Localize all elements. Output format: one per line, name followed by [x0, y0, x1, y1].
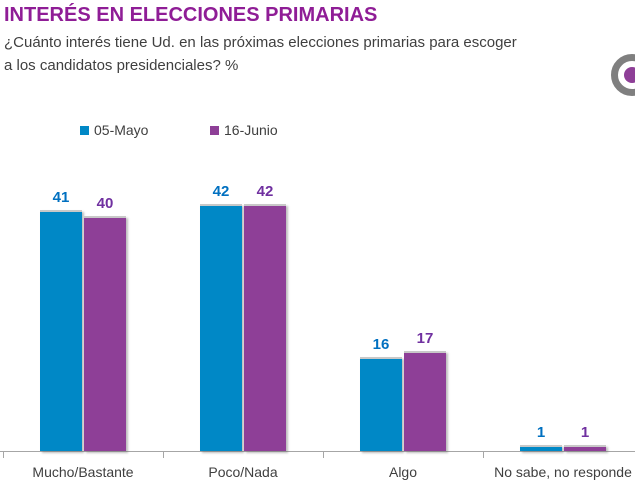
bar-value-label: 41	[52, 189, 70, 206]
bar-05-Mayo-Algo	[360, 357, 402, 451]
legend-label: 05-Mayo	[94, 122, 149, 138]
axis-tick	[3, 451, 4, 458]
bar-value-label: 40	[96, 195, 114, 212]
bar-value-label: 42	[256, 183, 274, 200]
logo-dot-icon	[624, 67, 635, 83]
bar-chart-plot-area: Mucho/Bastante 41 40 Poco/Nada 42 42 Algo 16 17 N…	[0, 180, 635, 480]
bar-value-label: 17	[416, 330, 434, 347]
legend-item-05-mayo: 05-Mayo	[80, 122, 148, 138]
category-label: No sabe, no responde	[494, 464, 632, 480]
bar-16-Junio-Poco/Nada	[244, 204, 286, 451]
axis-tick	[483, 451, 484, 458]
legend-label: 16-Junio	[224, 122, 278, 138]
category-label: Algo	[388, 464, 418, 480]
bar-value-label: 1	[536, 424, 546, 441]
bar-16-Junio-Mucho/Bastante	[84, 216, 126, 451]
chart-subtitle: ¿Cuánto interés tiene Ud. en las próxima…	[4, 31, 517, 77]
bar-05-Mayo-Poco/Nada	[200, 204, 242, 451]
subtitle-line-1: ¿Cuánto interés tiene Ud. en las próxima…	[4, 34, 517, 51]
bar-value-label: 42	[212, 183, 230, 200]
bar-05-Mayo-No sabe, no responde	[520, 445, 562, 451]
subtitle-line-2: a los candidatos presidenciales? %	[4, 57, 239, 74]
bar-16-Junio-Algo	[404, 351, 446, 451]
category-label: Mucho/Bastante	[32, 464, 134, 480]
bar-value-label: 1	[580, 424, 590, 441]
legend-swatch-blue-icon	[80, 125, 89, 135]
bar-value-label: 16	[372, 336, 390, 353]
axis-tick	[163, 451, 164, 458]
brand-bullseye-logo	[611, 54, 635, 96]
legend-item-16-junio: 16-Junio	[210, 122, 278, 138]
bar-05-Mayo-Mucho/Bastante	[40, 210, 82, 451]
legend-swatch-purple-icon	[210, 125, 219, 135]
axis-tick	[323, 451, 324, 458]
category-label: Poco/Nada	[208, 464, 278, 480]
chart-legend: 05-Mayo 16-Junio	[0, 122, 635, 142]
bar-16-Junio-No sabe, no responde	[564, 445, 606, 451]
chart-title: INTERÉS EN ELECCIONES PRIMARIAS	[4, 4, 378, 26]
